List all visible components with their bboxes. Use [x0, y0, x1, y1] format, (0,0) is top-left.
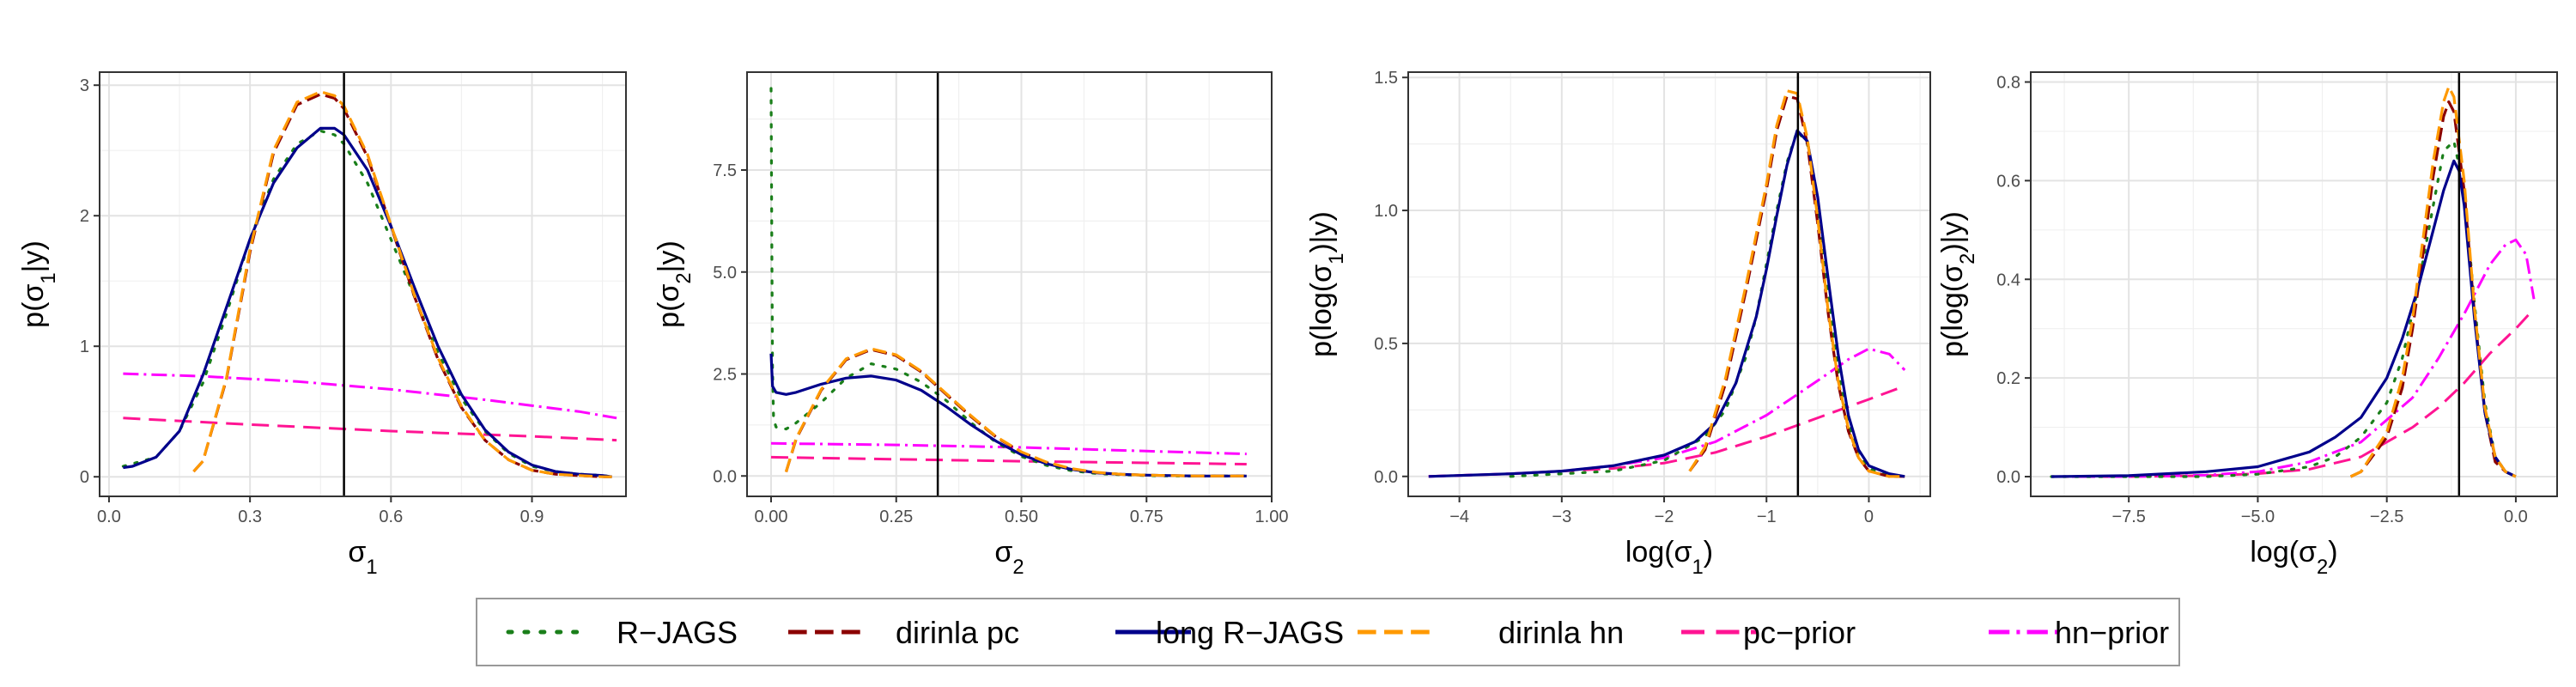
series-pc-prior [770, 455, 1247, 465]
x-tick-label: 0.0 [97, 508, 121, 526]
y-tick-label: 0.2 [1996, 369, 2020, 388]
y-axis-title: p(σ1|y) [17, 240, 60, 328]
x-tick-label: 0.3 [238, 508, 262, 526]
legend-label-dirinla-hn: dirinla hn [1498, 615, 1624, 650]
plot-background [747, 72, 1272, 496]
series-hn-prior [2051, 238, 2536, 478]
x-axis-title: σ2 [994, 536, 1024, 579]
y-axis-title: p(log(σ1)|y) [1305, 211, 1348, 357]
y-tick-label: 3 [80, 76, 89, 95]
x-tick-label: −2 [1655, 508, 1674, 526]
y-tick-label: 0.0 [1374, 468, 1398, 487]
series-group [769, 87, 1249, 477]
x-tick-label: 0.25 [879, 508, 913, 526]
panel-border [2030, 71, 2558, 497]
x-tick-label: 0.00 [755, 508, 788, 526]
legend-label-hn-prior: hn−prior [2055, 615, 2169, 650]
x-tick-label: −5.0 [2241, 508, 2275, 526]
y-tick-label: 5.0 [713, 264, 737, 283]
y-tick-label: 0.5 [1374, 335, 1398, 354]
panel-2: 0.00 0.25 0.50 0.75 1.00 0.0 2.5 5.0 7.5 σ2 p(σ2|y… [653, 71, 1289, 579]
legend-label-pc-prior: pc−prior [1743, 615, 1856, 650]
series-hn-prior [123, 372, 617, 420]
y-tick-label: 0.8 [1996, 73, 2020, 92]
panel-4: −7.5 −5.0 −2.5 0.0 0.0 0.2 0.4 0.6 0.8 log(σ2) p(l… [1936, 71, 2558, 579]
panel-border [746, 71, 1273, 497]
series-pc-prior [123, 416, 617, 442]
x-axis-title: log(σ2) [2250, 536, 2337, 579]
legend-label-dirinla-pc: dirinla pc [896, 615, 1019, 650]
y-tick-label: 0.0 [1996, 468, 2020, 487]
plot-background [2031, 72, 2557, 496]
x-tick-label: 0.75 [1130, 508, 1163, 526]
x-tick-label: 0.50 [1005, 508, 1038, 526]
legend-box [476, 598, 2180, 666]
y-tick-label: 7.5 [713, 161, 737, 180]
x-tick-label: −2.5 [2370, 508, 2403, 526]
y-axis-title: p(σ2|y) [653, 240, 696, 328]
y-tick-label: 1 [80, 337, 89, 356]
y-tick-label: 0.6 [1996, 172, 2020, 191]
series-r-jags [769, 87, 1249, 477]
series-group [1428, 89, 1906, 478]
series-dirinla-hn [192, 90, 612, 478]
x-axis-title: log(σ1) [1625, 536, 1713, 579]
x-tick-label: 0.0 [2504, 508, 2528, 526]
x-tick-label: −7.5 [2111, 508, 2145, 526]
panel-border [1407, 71, 1931, 497]
y-axis-title: p(log(σ2)|y) [1936, 211, 1979, 357]
x-axis-title: σ1 [348, 536, 377, 579]
x-tick-label: 0 [1864, 508, 1874, 526]
y-tick-label: 0.4 [1996, 271, 2020, 289]
x-tick-label: 1.00 [1255, 508, 1289, 526]
series-r-jags [121, 129, 614, 478]
series-hn-prior [770, 441, 1247, 456]
y-tick-label: 1.5 [1374, 69, 1398, 88]
series-long-r-jags [1428, 129, 1905, 478]
y-tick-label: 0.0 [713, 467, 737, 486]
series-dirinla-hn [784, 347, 1247, 477]
series-dirinla-hn [2349, 85, 2517, 478]
legend: R−JAGS dirinla pc long R−JAGS dirinla hn pc−… [476, 598, 2180, 666]
panel-3: −4 −3 −2 −1 0 0.0 0.5 1.0 1.5 log(σ1) p(log(σ1)|y) [1305, 69, 1931, 579]
x-tick-label: 0.6 [379, 508, 403, 526]
y-tick-label: 2.5 [713, 366, 737, 385]
series-long-r-jags [123, 126, 612, 478]
panel-border [99, 71, 627, 497]
y-tick-label: 2 [80, 207, 89, 226]
x-tick-label: −4 [1449, 508, 1469, 526]
y-tick-label: 1.0 [1374, 202, 1398, 221]
series-group [2050, 85, 2536, 478]
series-group [121, 90, 617, 478]
x-tick-label: 0.9 [520, 508, 544, 526]
x-tick-label: −3 [1552, 508, 1571, 526]
y-tick-label: 0 [80, 468, 89, 487]
plot-background [1408, 72, 1930, 496]
panel-1: 0.0 0.3 0.6 0.9 0 1 2 3 σ1 p(σ1|y) [17, 71, 627, 579]
legend-label-long-r-jags: long R−JAGS [1156, 615, 1344, 650]
legend-label-r-jags: R−JAGS [617, 615, 738, 650]
series-dirinla-hn [1688, 89, 1905, 478]
x-tick-label: −1 [1757, 508, 1777, 526]
